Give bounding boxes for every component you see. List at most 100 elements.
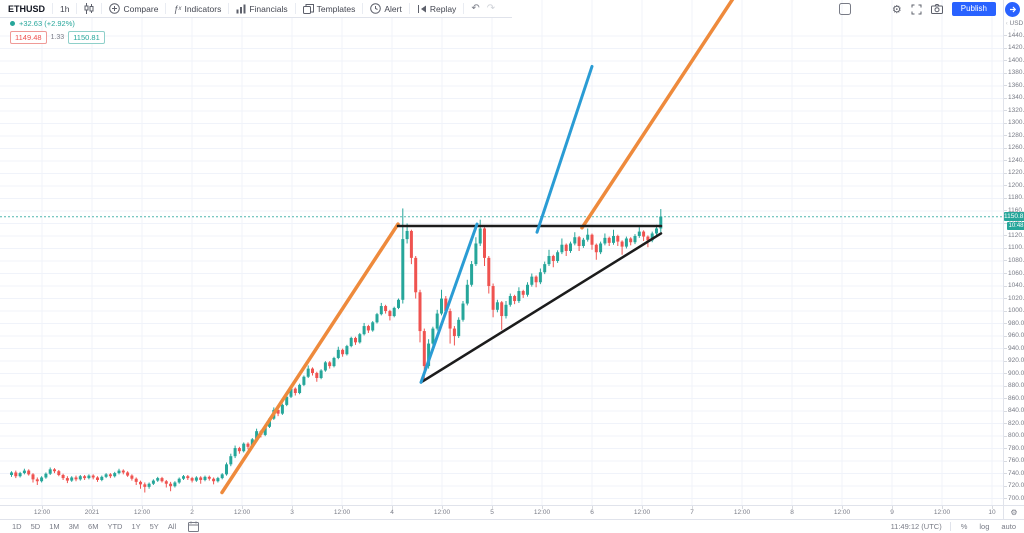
chart-legend: +32.63 (+2.92%) 1149.48 1.33 1150.81 xyxy=(10,19,105,44)
range-button-6m[interactable]: 6M xyxy=(88,522,99,531)
axis-settings-corner[interactable]: ⚙ xyxy=(1003,505,1024,519)
time-tick-label: 12:00 xyxy=(233,509,251,516)
price-tick-label: 1220.00 xyxy=(1004,169,1024,177)
replay-label: Replay xyxy=(429,3,457,14)
time-axis[interactable]: 12:00 2021 12:00 2 12:00 3 12:00 4 12:00 5 12:00 6 1… xyxy=(0,505,1003,519)
price-tick-label: 1280.00 xyxy=(1004,132,1024,140)
time-tick-mark xyxy=(392,506,393,509)
auto-scale-button[interactable]: auto xyxy=(1001,522,1016,531)
blue-trendline-2[interactable] xyxy=(535,64,594,234)
clock-label[interactable]: 11:49:12 (UTC) xyxy=(890,522,942,531)
compare-label: Compare xyxy=(123,3,159,14)
undo-button[interactable]: ↶ xyxy=(471,3,480,14)
time-tick-mark xyxy=(42,506,43,509)
snapshot-camera-icon[interactable] xyxy=(930,4,943,14)
price-tick-label: 800.00 xyxy=(1004,432,1024,440)
chart-canvas[interactable] xyxy=(0,0,1003,505)
price-tick-label: 1120.00 xyxy=(1004,232,1024,240)
time-tick-mark xyxy=(342,506,343,509)
redo-button[interactable]: ↷ xyxy=(486,3,496,14)
price-axis[interactable]: ‹ USD › 1150.81 10:48 1440.00 1420.00 1400… xyxy=(1003,0,1024,505)
alert-button[interactable]: Alert xyxy=(363,0,408,18)
last-price-tag: 1150.81 xyxy=(1004,211,1024,221)
chart-style-button[interactable] xyxy=(77,0,101,18)
time-tick-label: 5 xyxy=(490,509,494,516)
buy-price-button[interactable]: 1150.81 xyxy=(68,31,105,44)
publish-arrow-button[interactable] xyxy=(1005,1,1020,17)
price-tick-label: 1000.00 xyxy=(1004,307,1024,315)
percent-scale-button[interactable]: % xyxy=(960,522,968,531)
replay-button[interactable]: Replay xyxy=(410,0,463,18)
range-button-1m[interactable]: 1M xyxy=(49,522,60,531)
compare-button[interactable]: Compare xyxy=(102,0,165,18)
price-tick-label: 1320.00 xyxy=(1004,107,1024,115)
triangle-support-line[interactable] xyxy=(419,232,663,384)
price-tick-label: 740.00 xyxy=(1004,470,1024,478)
fullscreen-icon[interactable] xyxy=(911,4,922,15)
price-tick-label: 700.00 xyxy=(1004,495,1024,503)
time-tick-mark xyxy=(242,506,243,509)
range-button-3m[interactable]: 3M xyxy=(68,522,80,531)
time-tick-label: 2 xyxy=(190,509,194,516)
time-tick-mark xyxy=(992,506,993,509)
toolbar-separator xyxy=(463,3,465,14)
go-to-date-button[interactable] xyxy=(188,521,200,532)
toolbar-separator xyxy=(52,3,54,14)
sell-price-button[interactable]: 1149.48 xyxy=(10,31,47,44)
footer-separator xyxy=(949,522,951,531)
financials-label: Financials xyxy=(249,3,288,14)
templates-button[interactable]: Templates xyxy=(296,0,363,18)
publish-button[interactable]: Publish xyxy=(951,2,996,16)
price-change-row: +32.63 (+2.92%) xyxy=(10,19,105,28)
time-tick-label: 10 xyxy=(988,509,996,516)
time-tick-label: 12:00 xyxy=(533,509,551,516)
bottom-toolbar: 1D 5D 1M 3M 6M YTD 1Y 5Y All 11:49:12 (UTC) % lo… xyxy=(0,519,1024,533)
settings-gear-icon[interactable]: ⚙ xyxy=(891,3,902,16)
time-tick-mark xyxy=(142,506,143,509)
toolbar-separator xyxy=(228,3,230,14)
time-tick-label: 3 xyxy=(290,509,294,516)
templates-label: Templates xyxy=(316,3,356,14)
price-tick-label: 840.00 xyxy=(1004,407,1024,415)
price-tick-label: 1040.00 xyxy=(1004,282,1024,290)
range-button-all[interactable]: All xyxy=(167,522,177,531)
time-tick-mark xyxy=(742,506,743,509)
time-tick-mark xyxy=(692,506,693,509)
range-button-5y[interactable]: 5Y xyxy=(149,522,159,531)
range-button-1y[interactable]: 1Y xyxy=(131,522,141,531)
time-tick-mark xyxy=(442,506,443,509)
price-tick-label: 1060.00 xyxy=(1004,270,1024,278)
range-button-ytd[interactable]: YTD xyxy=(107,522,123,531)
time-tick-label: 2021 xyxy=(84,509,100,516)
log-scale-button[interactable]: log xyxy=(979,522,990,531)
price-tick-label: 1300.00 xyxy=(1004,119,1024,127)
toolbar-left-group: ETHUSD 1h Compare ƒ x Indicators Financial… xyxy=(0,0,513,18)
price-tick-label: 1340.00 xyxy=(1004,94,1024,102)
price-tick-label: 720.00 xyxy=(1004,482,1024,490)
toolbar-separator xyxy=(101,3,103,14)
top-toolbar: ETHUSD 1h Compare ƒ x Indicators Financial… xyxy=(0,0,1024,18)
indicators-button[interactable]: ƒ x Indicators xyxy=(166,0,228,18)
price-tick-label: 1180.00 xyxy=(1004,194,1024,202)
range-button-1d[interactable]: 1D xyxy=(12,522,22,531)
layout-select-button[interactable] xyxy=(838,3,851,15)
financials-button[interactable]: Financials xyxy=(229,0,294,18)
symbol-button[interactable]: ETHUSD xyxy=(8,3,46,14)
time-tick-label: 7 xyxy=(690,509,694,516)
price-tick-label: 940.00 xyxy=(1004,345,1024,353)
price-tick-label: 1100.00 xyxy=(1004,244,1024,252)
blue-trendline-1[interactable] xyxy=(419,222,479,384)
price-tick-label: 760.00 xyxy=(1004,457,1024,465)
footer-right-group: 11:49:12 (UTC) % log auto xyxy=(891,522,1018,531)
interval-button[interactable]: 1h xyxy=(60,3,70,14)
toolbar-separator xyxy=(165,3,167,14)
breakout-trendline-orange[interactable] xyxy=(580,0,737,230)
time-tick-mark xyxy=(592,506,593,509)
rally-trendline-orange[interactable] xyxy=(220,222,400,495)
range-button-5d[interactable]: 5D xyxy=(30,522,41,531)
axis-gear-icon: ⚙ xyxy=(1010,508,1018,517)
alert-clock-icon xyxy=(370,3,382,14)
alert-label: Alert xyxy=(384,3,402,14)
time-tick-mark xyxy=(192,506,193,509)
